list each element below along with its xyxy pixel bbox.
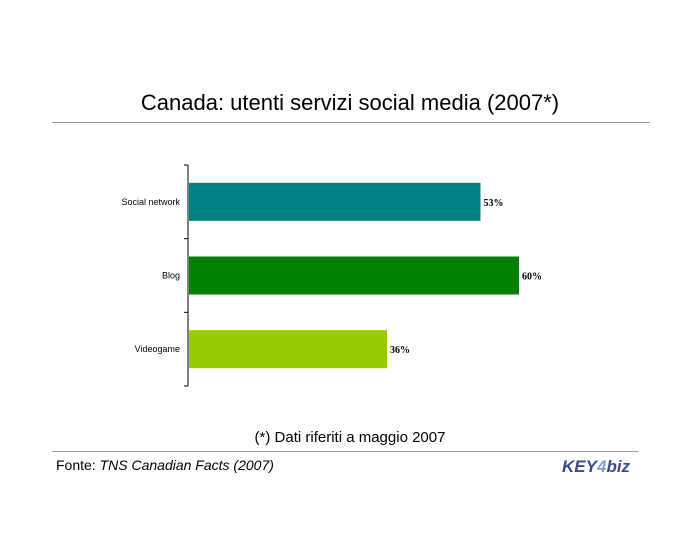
category-label: Blog — [162, 271, 180, 281]
data-label: 36% — [390, 345, 410, 356]
chart-title: Canada: utenti servizi social media (200… — [140, 90, 560, 115]
source-note: Fonte: TNS Canadian Facts (2007) — [56, 457, 274, 473]
logo-key: KEY — [562, 457, 599, 476]
title-divider — [52, 122, 650, 123]
source-prefix: Fonte: — [56, 457, 100, 473]
bar-blog — [189, 256, 519, 295]
source-text: TNS Canadian Facts (2007) — [99, 457, 274, 473]
logo-biz: biz — [606, 457, 630, 476]
footer-divider — [52, 451, 638, 452]
data-label: 53% — [484, 198, 504, 209]
category-label: Videogame — [135, 344, 180, 354]
logo-four: 4 — [596, 457, 607, 476]
logo-text: KEY4biz — [562, 457, 631, 476]
category-label: Social network — [121, 197, 180, 207]
bar-social-network — [189, 182, 481, 221]
bar-videogame — [189, 330, 387, 369]
data-label: 60% — [522, 272, 542, 283]
key4biz-logo: KEY4biz — [562, 457, 631, 476]
footnote: (*) Dati riferiti a maggio 2007 — [254, 429, 446, 446]
